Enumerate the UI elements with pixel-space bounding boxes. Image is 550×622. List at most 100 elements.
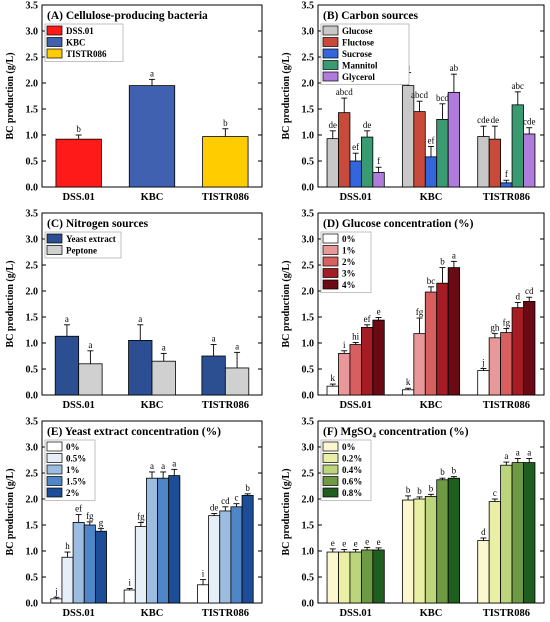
significance-label: bcd: [436, 93, 449, 103]
y-axis-label: BC production (g/L): [281, 260, 292, 347]
y-tick-label: 0.0: [26, 599, 39, 610]
legend-label: 0.8%: [342, 488, 362, 498]
significance-label: a: [150, 68, 154, 78]
significance-label: de: [329, 120, 338, 130]
significance-label: a: [138, 314, 142, 324]
bar-1--tistr086: [488, 337, 502, 396]
legend-swatch: [46, 233, 63, 244]
bar-1-5--kbc: [157, 477, 170, 604]
significance-label: b: [440, 467, 445, 477]
bar-0--tistr086: [477, 540, 490, 604]
bar-2--kbc: [168, 475, 181, 604]
bar-peptone-tistr086: [224, 367, 250, 396]
x-tick-label: TISTR086: [483, 192, 530, 203]
bar-0-2--dss-01: [338, 551, 351, 604]
bar-0-6--kbc: [436, 479, 449, 604]
significance-label: a: [172, 458, 176, 468]
significance-label: ef: [364, 314, 371, 324]
legend-swatch: [46, 25, 63, 36]
legend-swatch: [322, 48, 339, 59]
y-tick-label: 3.5: [302, 417, 315, 428]
bar-sucrose-tistr086: [500, 182, 513, 188]
legend-swatch: [322, 233, 339, 244]
legend-swatch: [322, 268, 339, 278]
legend-label: Glycerol: [342, 72, 375, 82]
significance-label: e: [342, 538, 346, 548]
bar-0--kbc: [401, 499, 415, 604]
bar-0--kbc: [123, 589, 136, 604]
significance-label: abc: [512, 81, 525, 91]
significance-label: d: [481, 527, 486, 537]
bar-dss-01-dss-01: [55, 138, 102, 188]
significance-label: abcd: [336, 87, 353, 97]
legend-swatch: [322, 487, 339, 498]
legend-swatch: [46, 487, 63, 498]
y-axis-label: BC production (g/L): [281, 468, 292, 555]
panel-e: 0.0 0.5 1.0 1.5 2.0 2.5 3.0 3.5 BC production (g…: [5, 417, 263, 619]
significance-label: i: [128, 577, 131, 587]
significance-label: e: [365, 536, 369, 546]
bar-1-5--dss-01: [83, 524, 96, 604]
significance-label: i: [202, 569, 205, 579]
legend: Yeast extract Peptone: [44, 231, 122, 259]
bar-mannitol-tistr086: [511, 104, 524, 188]
x-tick-label: KBC: [420, 192, 443, 203]
bar-2--dss-01: [349, 344, 362, 396]
legend-swatch: [322, 279, 339, 290]
x-tick-label: TISTR086: [483, 400, 530, 411]
legend-swatch: [322, 245, 339, 255]
y-tick-label: 3.5: [26, 1, 39, 12]
significance-label: d: [516, 291, 521, 301]
x-tick-label: DSS.01: [62, 192, 94, 203]
significance-label: b: [223, 118, 228, 128]
significance-label: j: [54, 586, 58, 596]
bar-0--dss-01: [50, 598, 63, 604]
x-tick-label: DSS.01: [339, 608, 371, 619]
legend-swatch: [322, 464, 339, 475]
bar-fluctose-kbc: [413, 111, 426, 188]
y-tick-label: 0.5: [302, 573, 315, 584]
legend-swatch: [322, 476, 339, 486]
bar-yeast-extract-tistr086: [201, 355, 226, 396]
bar-tistr086-tistr086: [202, 136, 249, 188]
y-tick-label: 0.0: [26, 183, 39, 194]
bar-0--tistr086: [477, 370, 490, 396]
y-tick-label: 1.0: [302, 131, 315, 142]
y-tick-label: 2.0: [26, 79, 39, 90]
significance-label: bc: [427, 276, 436, 286]
legend-label: 1%: [66, 465, 80, 475]
legend-label: TISTR086: [66, 49, 107, 59]
y-tick-label: 0.0: [302, 599, 315, 610]
significance-label: b: [245, 483, 250, 493]
legend-swatch: [322, 441, 339, 452]
significance-label: i: [343, 340, 346, 350]
legend-label: 0.6%: [342, 477, 362, 487]
x-tick-label: DSS.01: [62, 400, 94, 411]
significance-label: ab: [450, 63, 459, 73]
y-tick-label: 3.5: [302, 1, 315, 12]
y-tick-label: 1.0: [302, 547, 315, 558]
legend-swatch: [322, 60, 339, 70]
legend-swatch: [322, 37, 339, 47]
x-tick-label: DSS.01: [62, 608, 94, 619]
y-tick-label: 2.5: [26, 469, 39, 480]
y-tick-label: 1.5: [26, 313, 39, 324]
significance-label: f: [505, 169, 508, 179]
legend-label: 1%: [342, 246, 356, 256]
y-axis-label: BC production (g/L): [5, 468, 16, 555]
legend-label: Mannitol: [342, 61, 378, 71]
bar-mannitol-dss-01: [360, 136, 374, 188]
y-axis-label: BC production (g/L): [281, 52, 292, 139]
significance-label: cde: [477, 115, 490, 125]
legend-label: 0.5%: [66, 454, 86, 464]
bar-1--dss-01: [338, 352, 351, 396]
bar-0-4--kbc: [424, 495, 438, 604]
legend-label: 4%: [342, 280, 356, 290]
significance-label: j: [481, 357, 485, 367]
legend-label: 2%: [66, 488, 80, 498]
bar-kbc-kbc: [128, 85, 176, 188]
panel-title: (D) Glucose concentration (%): [323, 218, 474, 230]
y-tick-label: 1.0: [26, 339, 39, 350]
y-tick-label: 0.5: [26, 365, 39, 376]
bar-sucrose-kbc: [424, 156, 438, 188]
